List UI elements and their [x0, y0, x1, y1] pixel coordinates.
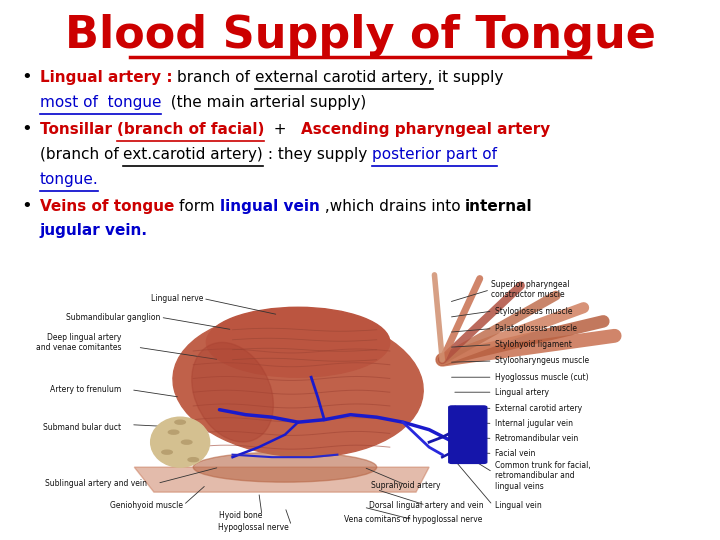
Circle shape: [188, 458, 199, 462]
Text: •: •: [22, 68, 32, 86]
Text: Lingual nerve: Lingual nerve: [150, 294, 203, 303]
Text: Stylooharyngeus muscle: Stylooharyngeus muscle: [495, 356, 589, 366]
Text: Lingual vein: Lingual vein: [495, 501, 541, 510]
Text: Facial vein: Facial vein: [495, 449, 535, 458]
Text: Styloglossus muscle: Styloglossus muscle: [495, 307, 572, 315]
Text: form: form: [179, 199, 220, 214]
Text: Suprahyoid artery: Suprahyoid artery: [372, 481, 441, 490]
Text: branch of: branch of: [177, 70, 255, 85]
Text: Deep lingual artery
and venae comitantes: Deep lingual artery and venae comitantes: [36, 333, 121, 352]
FancyBboxPatch shape: [449, 406, 487, 463]
Ellipse shape: [150, 417, 210, 467]
Text: Lingual artery :: Lingual artery :: [40, 70, 177, 85]
Text: Dorsal lingual artery and vein: Dorsal lingual artery and vein: [369, 501, 483, 510]
Text: ext.carotid artery): ext.carotid artery): [123, 147, 263, 162]
Text: Internal jugular vein: Internal jugular vein: [495, 419, 572, 428]
Text: Retromandibular vein: Retromandibular vein: [495, 434, 578, 443]
Text: Hyoglossus muscle (cut): Hyoglossus muscle (cut): [495, 373, 588, 382]
Text: •: •: [22, 120, 32, 138]
Text: Vena comitans of hypoglossal nerve: Vena comitans of hypoglossal nerve: [343, 515, 482, 524]
Text: ,which drains into: ,which drains into: [320, 199, 465, 214]
Text: Blood Supply of Tongue: Blood Supply of Tongue: [65, 14, 655, 57]
Text: posterior part of: posterior part of: [372, 147, 497, 162]
Text: Sublingual artery and vein: Sublingual artery and vein: [45, 479, 148, 488]
Text: Tonsillar: Tonsillar: [40, 122, 117, 137]
Text: Hyoid bone: Hyoid bone: [219, 511, 262, 521]
Text: most of  tongue: most of tongue: [40, 95, 161, 110]
Text: Lingual artery: Lingual artery: [495, 388, 549, 397]
Text: +: +: [264, 122, 302, 137]
Text: Hypoglossal nerve: Hypoglossal nerve: [217, 523, 288, 531]
Text: Submand bular duct: Submand bular duct: [43, 423, 121, 431]
Ellipse shape: [173, 313, 423, 457]
Text: : they supply: : they supply: [263, 147, 372, 162]
Circle shape: [168, 430, 179, 434]
Text: (branch of facial): (branch of facial): [117, 122, 264, 137]
Ellipse shape: [193, 452, 377, 482]
Text: Veins of tongue: Veins of tongue: [40, 199, 179, 214]
Circle shape: [181, 440, 192, 444]
Text: Stylohyoid ligament: Stylohyoid ligament: [495, 340, 572, 349]
Text: Geniohyoid muscle: Geniohyoid muscle: [110, 501, 184, 510]
Text: Artery to frenulum: Artery to frenulum: [50, 385, 121, 394]
Text: it supply: it supply: [433, 70, 503, 85]
Text: Common trunk for facial,
retromandibular and
lingual veins: Common trunk for facial, retromandibular…: [495, 461, 590, 491]
Text: Superior pharyngeal
constructor muscle: Superior pharyngeal constructor muscle: [491, 280, 570, 300]
Polygon shape: [134, 467, 429, 492]
Text: •: •: [22, 197, 32, 214]
Text: lingual vein: lingual vein: [220, 199, 320, 214]
Text: Submandibular ganglion: Submandibular ganglion: [66, 313, 161, 322]
Text: Palatoglossus muscle: Palatoglossus muscle: [495, 324, 577, 333]
Circle shape: [175, 420, 185, 424]
Text: external carotid artery,: external carotid artery,: [255, 70, 433, 85]
Text: Ascending pharyngeal artery: Ascending pharyngeal artery: [302, 122, 551, 137]
Ellipse shape: [192, 342, 274, 442]
Text: External carotid artery: External carotid artery: [495, 404, 582, 413]
Text: jugular vein.: jugular vein.: [40, 224, 148, 239]
Text: internal: internal: [465, 199, 533, 214]
Text: (the main arterial supply): (the main arterial supply): [161, 95, 366, 110]
Text: (branch of: (branch of: [40, 147, 123, 162]
Text: tongue.: tongue.: [40, 172, 99, 187]
Circle shape: [162, 450, 172, 454]
Ellipse shape: [207, 307, 390, 377]
